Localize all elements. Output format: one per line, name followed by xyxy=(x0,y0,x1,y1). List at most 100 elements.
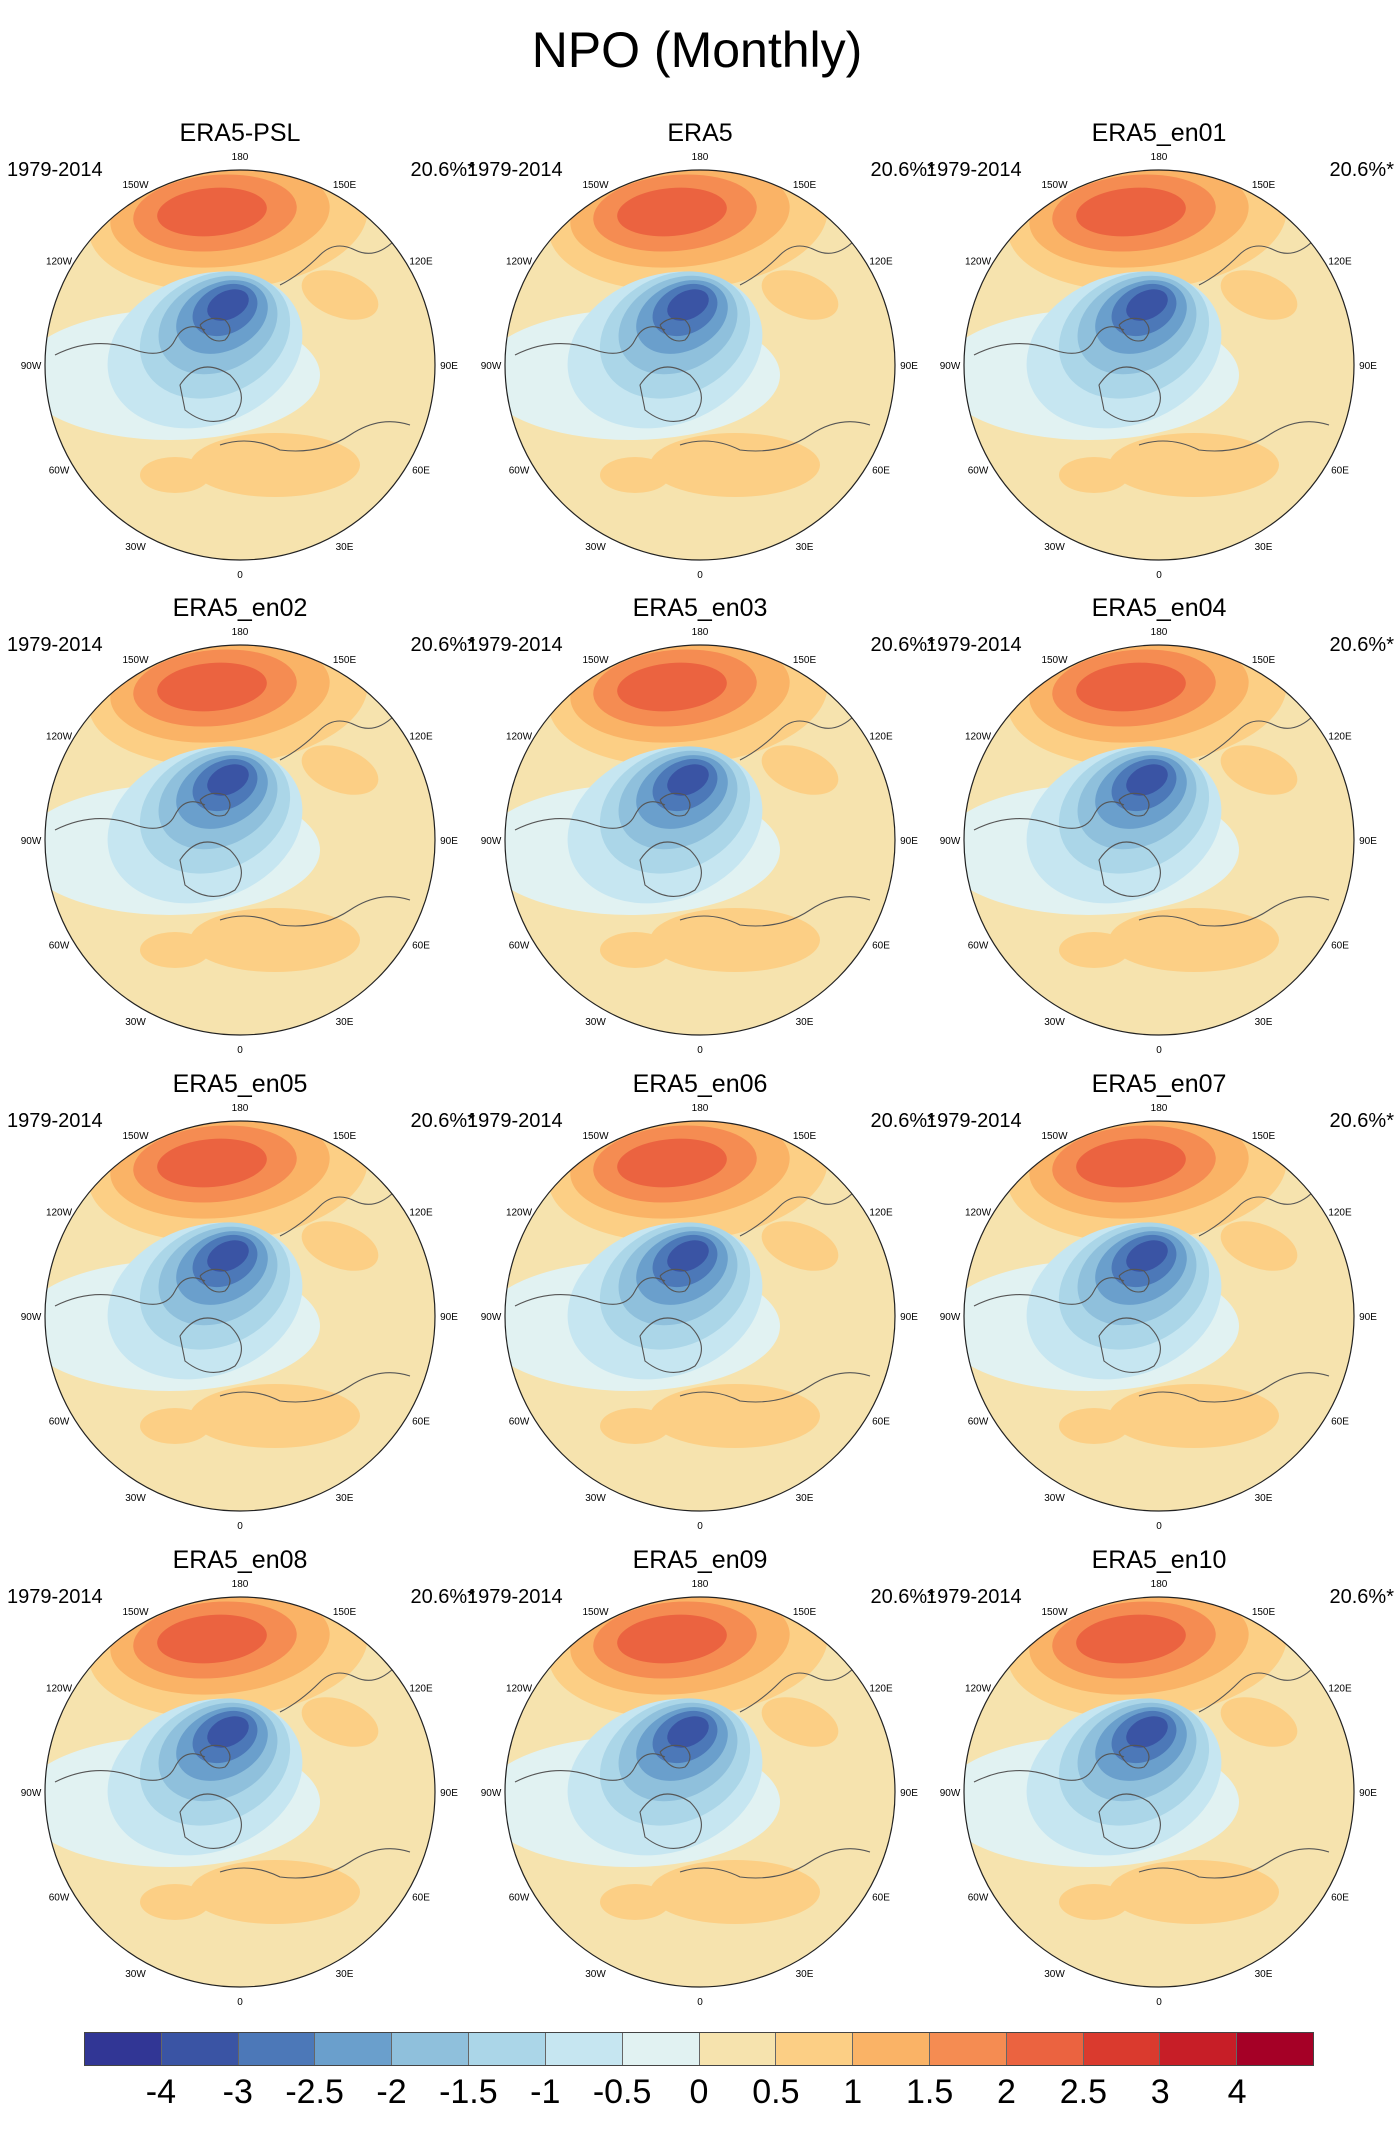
map-border xyxy=(963,1596,1355,1988)
panel-variance: 20.6%* xyxy=(410,159,476,181)
polar-map: 180 150E 120E 90E 60E 30E 0 30W 60W 90W 120W 150W xyxy=(481,1103,919,1532)
panel-title: ERA5_en01 xyxy=(1091,119,1227,147)
map-border xyxy=(504,169,896,561)
map-panel: ERA5 1979-2014 20.6%* 180 150E 120E 90E 60E 30E 0… xyxy=(467,119,935,590)
longitude-label: 180 xyxy=(232,627,249,638)
coastlines xyxy=(54,1190,411,1403)
longitude-label: 180 xyxy=(692,1579,709,1590)
longitude-label: 30W xyxy=(1044,1017,1065,1028)
longitude-label: 90E xyxy=(1359,1788,1377,1799)
colorbar-cell xyxy=(315,2033,393,2065)
panel-period: 1979-2014 xyxy=(926,159,1022,181)
longitude-label: 120E xyxy=(409,257,433,268)
colorbar-cell xyxy=(853,2033,930,2065)
longitude-label: 60W xyxy=(968,466,989,477)
longitude-label: 120W xyxy=(506,257,533,268)
longitude-label: 150E xyxy=(1252,180,1276,191)
longitude-label: 30W xyxy=(1044,1493,1065,1504)
longitude-label: 60W xyxy=(509,1893,530,1904)
map-border xyxy=(44,1596,436,1988)
longitude-label: 0 xyxy=(697,570,703,581)
longitude-label: 30E xyxy=(1255,1493,1273,1504)
polar-map: 180 150E 120E 90E 60E 30E 0 30W 60W 90W 120W 150W xyxy=(940,627,1378,1056)
panel-title: ERA5_en04 xyxy=(1091,594,1227,622)
map-border xyxy=(44,644,436,1036)
panel-title: ERA5_en07 xyxy=(1091,1070,1227,1098)
longitude-label: 0 xyxy=(1156,1045,1162,1056)
panel-period: 1979-2014 xyxy=(926,634,1022,656)
longitude-label: 90E xyxy=(440,1788,458,1799)
anomaly-field xyxy=(964,1597,1354,1987)
longitude-label: 60E xyxy=(872,1893,890,1904)
longitude-label: 180 xyxy=(232,152,249,163)
longitude-label: 90E xyxy=(1359,836,1377,847)
coastlines xyxy=(973,1190,1330,1403)
longitude-label: 90W xyxy=(481,1312,502,1323)
longitude-label: 0 xyxy=(237,1045,243,1056)
longitude-label: 180 xyxy=(1151,1579,1168,1590)
polar-map: 180 150E 120E 90E 60E 30E 0 30W 60W 90W 120W 150W xyxy=(940,1579,1378,2008)
colorbar-cell xyxy=(622,2033,700,2065)
longitude-label: 30W xyxy=(1044,1969,1065,1980)
longitude-label: 90E xyxy=(1359,361,1377,372)
colorbar-tick-label: -1 xyxy=(530,2073,561,2111)
colorbar-tick-label: -0.5 xyxy=(592,2073,652,2111)
longitude-label: 120E xyxy=(869,257,893,268)
longitude-label: 30E xyxy=(336,1493,354,1504)
panel-period: 1979-2014 xyxy=(926,1586,1022,1608)
longitude-label: 180 xyxy=(692,1103,709,1114)
longitude-label: 120W xyxy=(965,1208,992,1219)
longitude-label: 30W xyxy=(585,1017,606,1028)
longitude-label: 150E xyxy=(793,180,817,191)
longitude-label: 0 xyxy=(237,1521,243,1532)
longitude-label: 90W xyxy=(21,1312,42,1323)
map-panel: ERA5_en06 1979-2014 20.6%* 180 150E 120E 90E 60… xyxy=(467,1070,935,1541)
longitude-label: 150E xyxy=(1252,1607,1276,1618)
longitude-label: 60E xyxy=(1331,466,1349,477)
longitude-label: 150E xyxy=(333,1607,357,1618)
anomaly-field xyxy=(45,1121,435,1511)
longitude-label: 90W xyxy=(21,836,42,847)
longitude-label: 60E xyxy=(872,466,890,477)
colorbar xyxy=(84,2032,1314,2066)
map-panel: ERA5_en08 1979-2014 20.6%* 180 150E 120E 90E 60… xyxy=(7,1546,475,2017)
longitude-label: 90W xyxy=(481,1788,502,1799)
map-panel: ERA5-PSL 1979-2014 20.6%* 180 150E 120E 90E 60E… xyxy=(7,119,475,590)
longitude-label: 120E xyxy=(1328,1208,1352,1219)
coastlines xyxy=(973,1666,1330,1879)
longitude-label: 30E xyxy=(336,1017,354,1028)
longitude-label: 30W xyxy=(585,1969,606,1980)
map-panel: ERA5_en10 1979-2014 20.6%* 180 150E 120E 90E 60… xyxy=(926,1546,1394,2017)
panel-period: 1979-2014 xyxy=(7,634,103,656)
coastlines xyxy=(54,239,411,452)
panel-variance: 20.6%* xyxy=(1329,634,1394,656)
longitude-label: 120E xyxy=(869,732,893,743)
panel-variance: 20.6%* xyxy=(1329,159,1394,181)
colorbar-tick-label: 0.5 xyxy=(752,2073,800,2111)
longitude-label: 0 xyxy=(237,1997,243,2008)
longitude-label: 120E xyxy=(869,1684,893,1695)
panel-variance: 20.6%* xyxy=(1329,1110,1394,1132)
longitude-label: 60E xyxy=(412,1893,430,1904)
map-panel: ERA5_en09 1979-2014 20.6%* 180 150E 120E 90E 60… xyxy=(467,1546,935,2017)
longitude-label: 150E xyxy=(793,655,817,666)
coastlines xyxy=(973,714,1330,927)
longitude-label: 180 xyxy=(232,1579,249,1590)
longitude-label: 60E xyxy=(412,941,430,952)
map-border xyxy=(44,1120,436,1512)
longitude-label: 30E xyxy=(1255,1017,1273,1028)
longitude-label: 90E xyxy=(900,836,918,847)
anomaly-field xyxy=(505,1597,895,1987)
longitude-label: 30W xyxy=(125,1493,146,1504)
longitude-label: 120E xyxy=(1328,257,1352,268)
longitude-label: 150E xyxy=(333,180,357,191)
longitude-label: 150W xyxy=(1041,1131,1068,1142)
longitude-label: 90E xyxy=(900,1312,918,1323)
longitude-label: 30E xyxy=(796,1493,814,1504)
longitude-label: 180 xyxy=(232,1103,249,1114)
longitude-label: 30E xyxy=(796,1017,814,1028)
colorbar-cell xyxy=(776,2033,854,2065)
panel-title: ERA5_en09 xyxy=(632,1546,768,1574)
anomaly-field xyxy=(964,1121,1354,1511)
longitude-label: 120E xyxy=(869,1208,893,1219)
